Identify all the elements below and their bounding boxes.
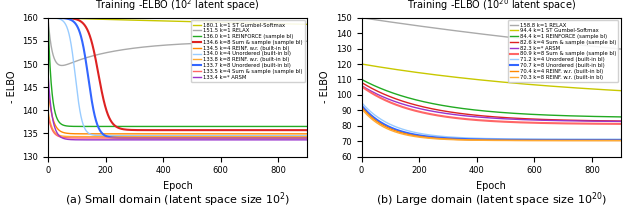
- Y-axis label: - ELBO: - ELBO: [321, 71, 330, 103]
- Title: Training -ELBO (10$^2$ latent space): Training -ELBO (10$^2$ latent space): [95, 0, 260, 13]
- Legend: 158.8 k=1 RELAX, 94.4 k=1 ST Gumbel-Softmax, 84.4 k=1 REINFORCE (sample bl), 82.: 158.8 k=1 RELAX, 94.4 k=1 ST Gumbel-Soft…: [508, 20, 618, 82]
- Legend: 180.1 k=1 ST Gumbel-Softmax, 151.5 k=1 RELAX, 136.0 k=1 REINFORCE (sample bl), 1: 180.1 k=1 ST Gumbel-Softmax, 151.5 k=1 R…: [191, 20, 305, 82]
- Y-axis label: - ELBO: - ELBO: [7, 71, 17, 103]
- Text: (a) Small domain (latent space size 10$^2$): (a) Small domain (latent space size 10$^…: [65, 190, 291, 209]
- Text: (b) Large domain (latent space size 10$^{20}$): (b) Large domain (latent space size 10$^…: [376, 190, 607, 209]
- Title: Training -ELBO (10$^{20}$ latent space): Training -ELBO (10$^{20}$ latent space): [406, 0, 576, 13]
- X-axis label: Epoch: Epoch: [163, 181, 193, 191]
- X-axis label: Epoch: Epoch: [476, 181, 506, 191]
